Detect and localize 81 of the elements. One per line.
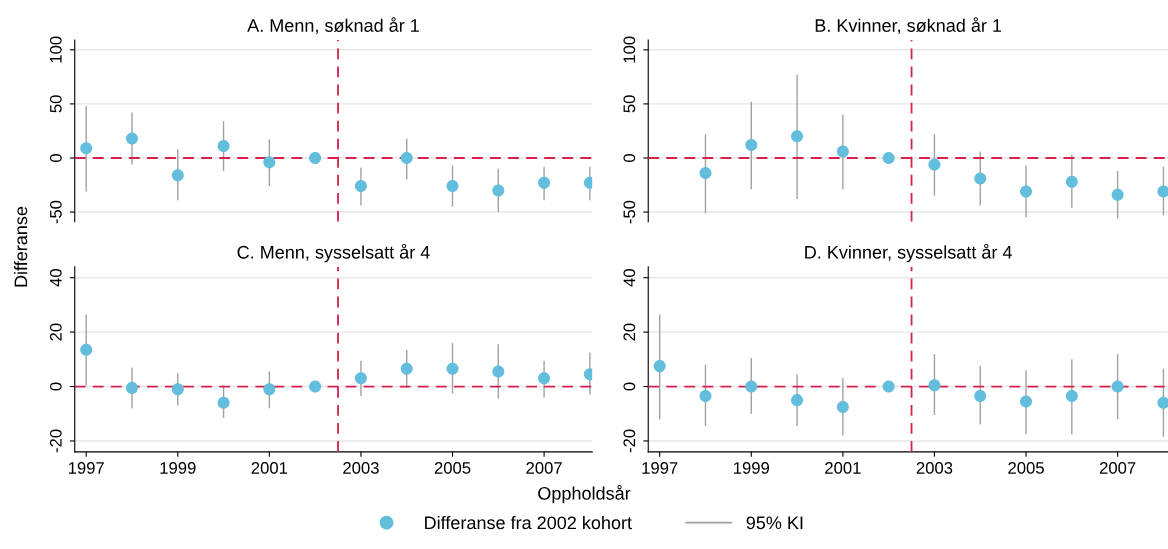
chart-title: D. Kvinner, sysselsatt år 4 xyxy=(805,243,1012,263)
x-tick-label: 2005 xyxy=(1008,461,1044,474)
point xyxy=(745,138,758,152)
x-tick-label: 1999 xyxy=(160,461,196,474)
y-tick-label: 0 xyxy=(49,153,62,162)
point xyxy=(699,167,712,180)
y-tick-label: 100 xyxy=(623,36,636,63)
chart-title: A. Menn, søknad år 1 xyxy=(247,17,419,35)
y-tick-label: 20 xyxy=(49,323,62,341)
point xyxy=(1020,185,1033,198)
x-tick-label: 1997 xyxy=(642,461,678,474)
point xyxy=(538,372,551,385)
x-tick-label: 2005 xyxy=(434,461,471,474)
chart-title: C. Menn, sysselsatt år 4 xyxy=(237,243,430,263)
point xyxy=(974,172,987,185)
point xyxy=(354,180,367,193)
point xyxy=(125,381,138,394)
x-tick-label: 1997 xyxy=(68,461,104,474)
point xyxy=(263,383,276,396)
point xyxy=(1065,175,1078,188)
y-tick-label: -20 xyxy=(49,429,62,453)
point xyxy=(928,158,941,171)
legend-label: Differanse fra 2002 kohort xyxy=(425,515,632,530)
y-tick-label: 100 xyxy=(49,36,62,63)
point xyxy=(125,132,138,145)
point xyxy=(745,380,758,393)
x-tick-label: 2003 xyxy=(343,461,379,474)
y-tick-label: 50 xyxy=(623,95,636,113)
point xyxy=(836,400,849,413)
point xyxy=(446,362,459,375)
point xyxy=(309,380,322,393)
legend-label: 95% KI xyxy=(746,516,803,530)
x-tick-label: 2003 xyxy=(916,461,953,474)
x-tick-label: 2007 xyxy=(1099,461,1136,474)
point xyxy=(1111,380,1124,393)
point xyxy=(974,390,987,403)
x-tick-label: 2001 xyxy=(825,461,861,474)
x-tick-label: 2007 xyxy=(526,461,562,474)
chart-title: B. Kvinner, søknad år 1 xyxy=(815,17,1002,35)
point xyxy=(1065,390,1078,403)
y-tick-label: 0 xyxy=(623,153,636,162)
point xyxy=(1157,396,1168,409)
point xyxy=(1157,185,1168,198)
point xyxy=(400,151,413,164)
x-axis-title: Oppholdsår xyxy=(538,485,631,504)
point xyxy=(217,396,230,409)
point xyxy=(263,156,276,169)
y-tick-label: 50 xyxy=(49,95,62,113)
point xyxy=(400,362,413,375)
point xyxy=(80,343,93,356)
y-tick-label: 40 xyxy=(623,269,636,287)
y-tick-label: -50 xyxy=(49,200,62,224)
point xyxy=(836,145,849,158)
y-tick-label: 20 xyxy=(623,323,636,341)
point xyxy=(80,142,93,155)
point xyxy=(492,365,505,378)
y-tick-label: -50 xyxy=(623,200,636,224)
x-tick-label: 2001 xyxy=(251,461,288,474)
point xyxy=(538,176,551,189)
point xyxy=(791,394,804,407)
y-tick-label: 40 xyxy=(49,269,62,287)
point xyxy=(492,184,505,197)
point xyxy=(653,360,666,373)
y-tick-label: -20 xyxy=(623,429,636,453)
point xyxy=(1111,188,1124,201)
point xyxy=(309,151,322,164)
point xyxy=(882,151,895,164)
point xyxy=(699,390,712,403)
point xyxy=(882,380,895,393)
y-tick-label: 0 xyxy=(623,382,636,391)
y-axis-title: Differanse xyxy=(14,206,28,287)
point xyxy=(791,130,804,143)
point xyxy=(171,383,184,396)
x-tick-label: 1999 xyxy=(734,461,770,474)
point xyxy=(446,180,459,193)
point xyxy=(928,379,941,392)
point xyxy=(171,169,184,182)
point xyxy=(217,140,230,153)
point xyxy=(354,372,367,385)
point xyxy=(1020,395,1033,408)
y-tick-label: 0 xyxy=(49,382,62,391)
